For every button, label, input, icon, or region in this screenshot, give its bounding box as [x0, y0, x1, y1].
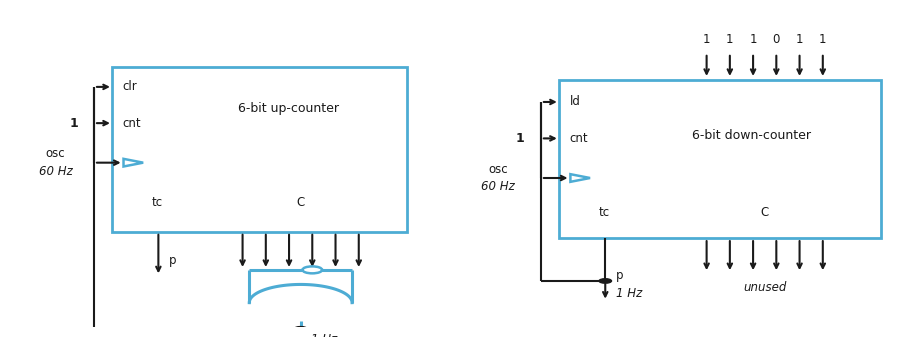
- Text: p: p: [169, 254, 177, 267]
- Text: 1: 1: [725, 33, 732, 45]
- Text: 1: 1: [749, 33, 756, 45]
- Text: 1: 1: [69, 117, 77, 130]
- Text: 60 Hz: 60 Hz: [481, 180, 515, 193]
- Text: 6-bit up-counter: 6-bit up-counter: [238, 102, 339, 115]
- Text: osc: osc: [46, 147, 66, 160]
- Text: tc: tc: [152, 196, 163, 209]
- Text: 1: 1: [516, 132, 524, 145]
- Text: C: C: [760, 206, 768, 219]
- Text: 1: 1: [795, 33, 803, 45]
- Text: 0: 0: [772, 33, 779, 45]
- Text: tc: tc: [599, 206, 609, 219]
- Text: cnt: cnt: [122, 117, 141, 130]
- Circle shape: [302, 266, 322, 273]
- Text: clr: clr: [122, 81, 138, 93]
- Text: ld: ld: [568, 95, 579, 109]
- Circle shape: [599, 279, 611, 283]
- Text: 1 Hz: 1 Hz: [615, 287, 641, 300]
- FancyBboxPatch shape: [558, 80, 879, 238]
- Text: 1 Hz: 1 Hz: [311, 333, 337, 337]
- Text: C: C: [296, 196, 304, 209]
- Text: 60 Hz: 60 Hz: [38, 165, 72, 178]
- Text: cnt: cnt: [568, 132, 588, 145]
- Circle shape: [294, 327, 307, 331]
- Text: osc: osc: [487, 163, 507, 176]
- Text: unused: unused: [742, 281, 785, 294]
- Text: p: p: [615, 269, 623, 282]
- Text: 6-bit down-counter: 6-bit down-counter: [691, 129, 811, 142]
- FancyBboxPatch shape: [112, 67, 406, 232]
- Text: 1: 1: [702, 33, 710, 45]
- Text: 1: 1: [818, 33, 825, 45]
